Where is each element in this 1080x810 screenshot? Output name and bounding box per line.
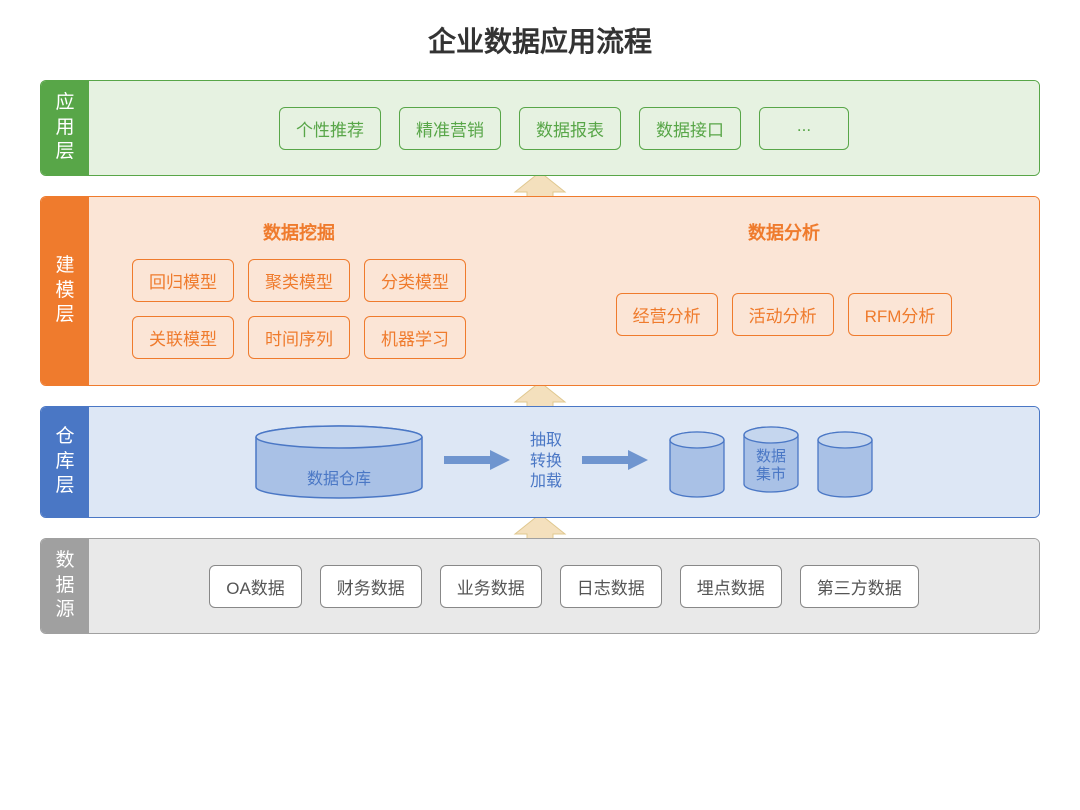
app-item: 数据接口 [639,107,741,150]
layer-warehouse: 仓 库 层 数据仓库 抽取 转换 加载 [40,406,1040,518]
layer-application: 应 用 层 个性推荐 精准营销 数据报表 数据接口 ... [40,80,1040,176]
layer-source-body: OA数据 财务数据 业务数据 日志数据 埋点数据 第三方数据 [89,539,1039,633]
source-items: OA数据 财务数据 业务数据 日志数据 埋点数据 第三方数据 [209,565,919,608]
warehouse-flow: 数据仓库 抽取 转换 加载 [254,425,874,499]
model-item: 关联模型 [132,316,234,359]
diagram-title: 企业数据应用流程 [40,20,1040,60]
analysis-title: 数据分析 [748,219,820,245]
app-item: 数据报表 [519,107,621,150]
layer-source-label: 数 据 源 [41,539,89,633]
source-item: 业务数据 [440,565,542,608]
model-item: 聚类模型 [248,259,350,302]
dw-label: 数据仓库 [254,465,424,489]
layer-model-body: 数据挖掘 回归模型 聚类模型 分类模型 关联模型 时间序列 机器学习 数据分析 … [89,197,1039,385]
model-item: 时间序列 [248,316,350,359]
model-item: 回归模型 [132,259,234,302]
cylinder-icon [816,431,874,499]
application-items: 个性推荐 精准营销 数据报表 数据接口 ... [279,107,849,150]
dm-label: 数据 集市 [742,448,800,484]
analysis-item: RFM分析 [848,293,953,336]
cylinder-icon [668,431,726,499]
model-item: 分类模型 [364,259,466,302]
app-item: 精准营销 [399,107,501,150]
source-item: OA数据 [209,565,302,608]
source-item: 第三方数据 [800,565,919,608]
model-item: 机器学习 [364,316,466,359]
analysis-item: 经营分析 [616,293,718,336]
layer-model: 建 模 层 数据挖掘 回归模型 聚类模型 分类模型 关联模型 时间序列 机器学习… [40,196,1040,386]
h-arrow-icon [444,450,510,475]
h-arrow-icon [582,450,648,475]
model-mining-column: 数据挖掘 回归模型 聚类模型 分类模型 关联模型 时间序列 机器学习 [119,219,479,359]
layer-model-label: 建 模 层 [41,197,89,385]
mining-title: 数据挖掘 [263,219,335,245]
layer-warehouse-body: 数据仓库 抽取 转换 加载 [89,407,1039,517]
source-item: 埋点数据 [680,565,782,608]
app-item: 个性推荐 [279,107,381,150]
etl-line: 抽取 [530,431,562,452]
source-item: 财务数据 [320,565,422,608]
analysis-item: 活动分析 [732,293,834,336]
model-analysis-column: 数据分析 经营分析 活动分析 RFM分析 [559,219,1009,336]
layer-warehouse-label: 仓 库 层 [41,407,89,517]
etl-text: 抽取 转换 加载 [530,431,562,493]
data-mart-cylinders: 数据 集市 [668,426,874,499]
layer-source: 数 据 源 OA数据 财务数据 业务数据 日志数据 埋点数据 第三方数据 [40,538,1040,634]
app-item: ... [759,107,849,150]
layer-application-body: 个性推荐 精准营销 数据报表 数据接口 ... [89,81,1039,175]
data-warehouse-cylinder: 数据仓库 [254,425,424,499]
layer-application-label: 应 用 层 [41,81,89,175]
etl-line: 转换 [530,452,562,473]
source-item: 日志数据 [560,565,662,608]
etl-line: 加载 [530,472,562,493]
